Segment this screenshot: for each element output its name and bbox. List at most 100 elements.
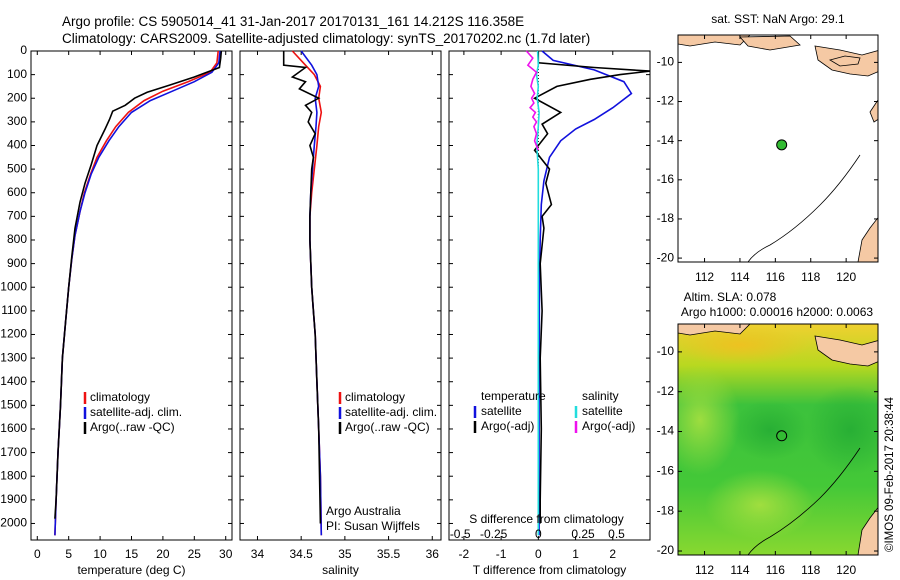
x-tick-label: 36 [426,547,440,561]
map2-field [678,324,878,555]
map-y-tick-label: -14 [657,424,675,438]
x-tick-label: 1 [572,547,579,561]
x-tick-label: 30 [219,547,233,561]
temperature-series-1 [54,50,221,536]
depth-tick-label: 2000 [0,516,27,530]
s-diff-tick-label: 0 [535,527,542,541]
legend-label: Argo(..raw -QC) [90,420,175,434]
map-x-tick-label: 112 [695,270,714,284]
map-x-tick-label: 116 [766,563,785,577]
argo-location-point [776,139,788,151]
legend-label: Argo(..raw -QC) [345,420,430,434]
legend-label: satellite [582,404,623,418]
salinity-series-1 [300,50,323,536]
panel-2-frame [448,50,651,541]
difference-series-3 [525,50,540,151]
legend-label: Argo(-adj) [481,419,534,433]
depth-tick-label: 800 [7,232,27,246]
depth-tick-label: 300 [7,114,27,128]
depth-tick-label: 1900 [0,492,27,506]
x-tick-label: 34 [251,547,265,561]
x-axis-label: temperature (deg C) [77,563,185,577]
depth-tick-label: 700 [7,209,27,223]
x-tick-label: 25 [188,547,202,561]
temperature-series-0 [54,50,219,536]
legend-label: climatology [345,390,405,404]
map-y-tick-label: -20 [657,543,675,557]
map2-title-line1: Altim. SLA: 0.078 [684,290,777,304]
map-x-tick-label: 114 [730,563,749,577]
map-y-tick-label: -18 [657,503,675,517]
x-axis-label: salinity [322,563,359,577]
depth-tick-label: 200 [7,90,27,104]
map-y-tick-label: -10 [657,344,675,358]
title-line-1: Argo profile: CS 5905014_41 31-Jan-2017 … [62,14,525,29]
depth-tick-label: 1600 [0,421,27,435]
map-x-tick-label: 118 [801,270,820,284]
argo-location-point [776,430,788,442]
depth-tick-label: 100 [7,67,27,81]
map-y-tick-label: -12 [657,94,675,108]
map-x-tick-label: 120 [836,563,856,577]
x-tick-label: 15 [125,547,139,561]
panel-1-frame [239,50,442,541]
difference-series-0 [538,50,633,536]
x-tick-label: -2 [459,547,470,561]
legend-label: Argo(-adj) [582,419,635,433]
map-x-tick-label: 112 [695,563,714,577]
depth-tick-label: 1700 [0,445,27,459]
x-tick-label: 34.5 [289,547,313,561]
s-diff-tick-label: 0.5 [608,527,625,541]
x-tick-label: 35.5 [377,547,401,561]
map2-title-line2: Argo h1000: 0.00016 h2000: 0.0063 [681,305,873,319]
legend-label: satellite-adj. clim. [345,405,437,419]
difference-series-1 [532,51,651,524]
x-tick-label: 10 [93,547,107,561]
map1-title: sat. SST: NaN Argo: 29.1 [711,12,845,26]
map-x-tick-label: 118 [801,563,820,577]
depth-tick-label: 400 [7,138,27,152]
x-tick-label: 35 [338,547,352,561]
depth-tick-label: 500 [7,161,27,175]
salinity-series-2 [282,51,322,524]
map-x-tick-label: 120 [836,270,856,284]
legend-label: satellite-adj. clim. [90,405,182,419]
map-x-tick-label: 114 [730,270,749,284]
s-diff-tick-label: -0.5 [450,527,471,541]
legend-label: satellite [481,404,522,418]
depth-tick-label: 600 [7,185,27,199]
legend-title: temperature [481,389,546,403]
map-3-frame [677,34,879,263]
map-y-tick-label: -16 [657,464,675,478]
difference-series-2 [535,50,540,536]
depth-tick-label: 1000 [0,279,27,293]
depth-tick-label: 1200 [0,327,27,341]
x-tick-label: 5 [65,547,72,561]
depth-tick-label: 1500 [0,398,27,412]
depth-tick-label: 1800 [0,468,27,482]
x-tick-label: 0 [34,547,41,561]
depth-tick-label: 1400 [0,374,27,388]
title-line-2: Climatology: CARS2009. Satellite-adjuste… [62,31,591,46]
s-diff-axis-label: S difference from climatology [469,512,624,526]
annotation-text: PI: Susan Wijffels [326,519,420,533]
map-x-tick-label: 116 [766,270,785,284]
depth-tick-label: 0 [20,43,27,57]
depth-tick-label: 1300 [0,350,27,364]
x-tick-label: 2 [609,547,616,561]
map-y-tick-label: -18 [657,211,675,225]
s-diff-tick-label: 0.25 [571,527,595,541]
x-axis-label: T difference from climatology [473,563,627,577]
depth-tick-label: 900 [7,256,27,270]
temperature-series-2 [54,50,223,519]
map-y-tick-label: -10 [657,55,675,69]
depth-tick-label: 1100 [1,303,27,317]
x-tick-label: -1 [496,547,507,561]
legend-title: salinity [582,389,619,403]
map-4-frame [677,323,879,556]
map-y-tick-label: -14 [657,133,675,147]
annotation-text: Argo Australia [326,504,401,518]
panel-0-frame [30,50,233,541]
map-y-tick-label: -12 [657,384,675,398]
